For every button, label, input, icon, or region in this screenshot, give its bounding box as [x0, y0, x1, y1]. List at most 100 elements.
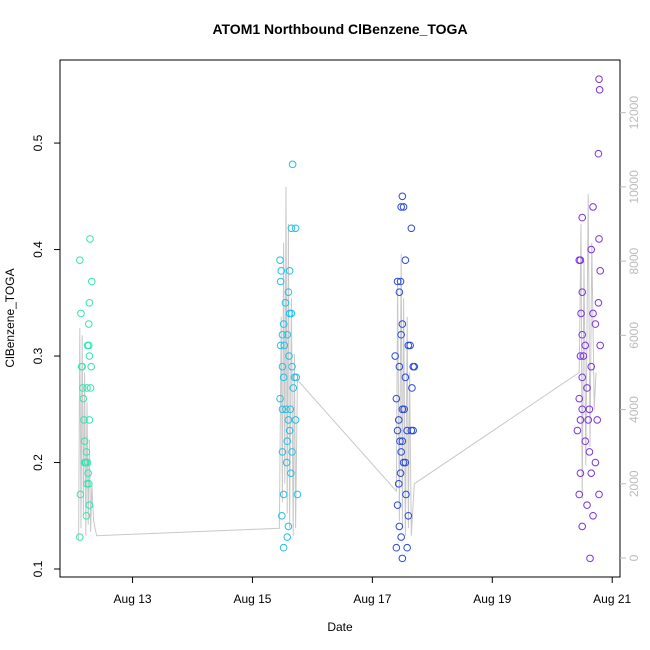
- data-point: [573, 426, 582, 435]
- data-point: [279, 320, 288, 328]
- data-point: [409, 426, 417, 435]
- data-point: [585, 405, 594, 414]
- x-tick-label: Aug 21: [593, 592, 631, 606]
- data-point: [283, 330, 292, 339]
- data-point: [587, 469, 596, 477]
- data-point: [86, 235, 94, 243]
- x-tick-label: Aug 15: [233, 592, 271, 606]
- data-point: [595, 86, 604, 94]
- data-point: [284, 288, 293, 296]
- data-point: [286, 405, 295, 414]
- data-point: [586, 554, 594, 563]
- x-axis-label: Date: [327, 620, 353, 634]
- y-tick-label: 0.2: [31, 454, 45, 471]
- data-point: [577, 309, 585, 318]
- data-point: [285, 352, 293, 360]
- x-tick-label: Aug 17: [353, 592, 391, 606]
- data-point: [395, 522, 404, 531]
- data-point: [578, 405, 587, 414]
- data-point: [398, 554, 407, 563]
- data-point: [394, 416, 403, 424]
- data-point: [279, 373, 288, 382]
- data-point: [282, 458, 291, 467]
- data-point: [85, 298, 94, 307]
- data-point: [403, 426, 411, 435]
- data-point: [395, 288, 404, 296]
- data-point: [87, 277, 96, 286]
- data-point: [280, 341, 289, 350]
- data-point: [397, 533, 405, 541]
- data-point: [396, 437, 404, 446]
- data-point: [398, 437, 407, 446]
- data-point: [595, 235, 603, 243]
- data-point: [596, 341, 605, 350]
- data-point: [392, 394, 401, 403]
- data-point: [594, 298, 603, 307]
- data-point: [589, 511, 597, 520]
- data-point: [408, 384, 416, 392]
- data-point: [82, 511, 91, 520]
- data-point: [281, 298, 290, 307]
- data-point: [292, 373, 301, 382]
- data-point: [585, 448, 594, 456]
- data-point: [581, 341, 590, 350]
- y2-tick-label: 8000: [627, 247, 641, 274]
- data-point: [293, 490, 302, 499]
- data-point: [589, 203, 597, 211]
- data-point: [79, 394, 88, 403]
- data-point: [83, 384, 91, 392]
- data-point: [77, 309, 85, 318]
- data-point: [401, 256, 410, 264]
- data-point: [576, 469, 585, 477]
- data-point: [396, 469, 405, 477]
- data-point: [595, 75, 603, 83]
- data-point: [587, 362, 596, 371]
- data-point: [578, 213, 587, 222]
- data-point: [87, 362, 95, 371]
- altitude-line: [78, 186, 597, 540]
- data-point: [578, 522, 587, 531]
- data-point: [396, 277, 405, 286]
- data-point: [402, 490, 410, 499]
- data-point: [285, 426, 294, 435]
- data-point: [589, 309, 597, 318]
- data-point: [283, 533, 292, 541]
- data-point: [276, 341, 285, 350]
- data-point: [278, 448, 287, 456]
- x-tick-label: Aug 13: [114, 592, 152, 606]
- data-point: [400, 405, 408, 414]
- data-point: [285, 267, 294, 275]
- data-point: [397, 330, 405, 339]
- data-point: [288, 448, 296, 456]
- data-point: [594, 149, 603, 158]
- data-point: [85, 501, 94, 509]
- data-point: [575, 394, 584, 403]
- data-point: [75, 533, 84, 541]
- data-point: [394, 480, 403, 488]
- chart-title: ATOM1 Northbound ClBenzene_TOGA: [212, 21, 467, 37]
- data-point: [278, 405, 287, 414]
- data-point: [80, 458, 89, 467]
- data-point: [576, 416, 585, 424]
- data-point: [578, 330, 587, 339]
- data-point: [393, 426, 402, 435]
- y2-tick-label: 4000: [627, 396, 641, 423]
- data-point: [276, 277, 285, 286]
- data-point: [78, 384, 87, 392]
- data-point: [83, 458, 92, 467]
- data-point: [291, 416, 300, 424]
- data-point: [78, 362, 86, 371]
- data-point: [393, 501, 402, 509]
- data-point: [587, 245, 596, 254]
- data-point: [398, 192, 407, 201]
- data-point: [397, 203, 405, 211]
- data-point: [84, 469, 92, 477]
- y-tick-label: 0.3: [31, 347, 45, 364]
- data-point: [279, 543, 288, 552]
- data-point: [576, 352, 585, 360]
- data-point: [84, 320, 93, 328]
- data-point: [76, 490, 85, 499]
- y2-tick-label: 2000: [627, 470, 641, 497]
- data-point: [579, 352, 588, 360]
